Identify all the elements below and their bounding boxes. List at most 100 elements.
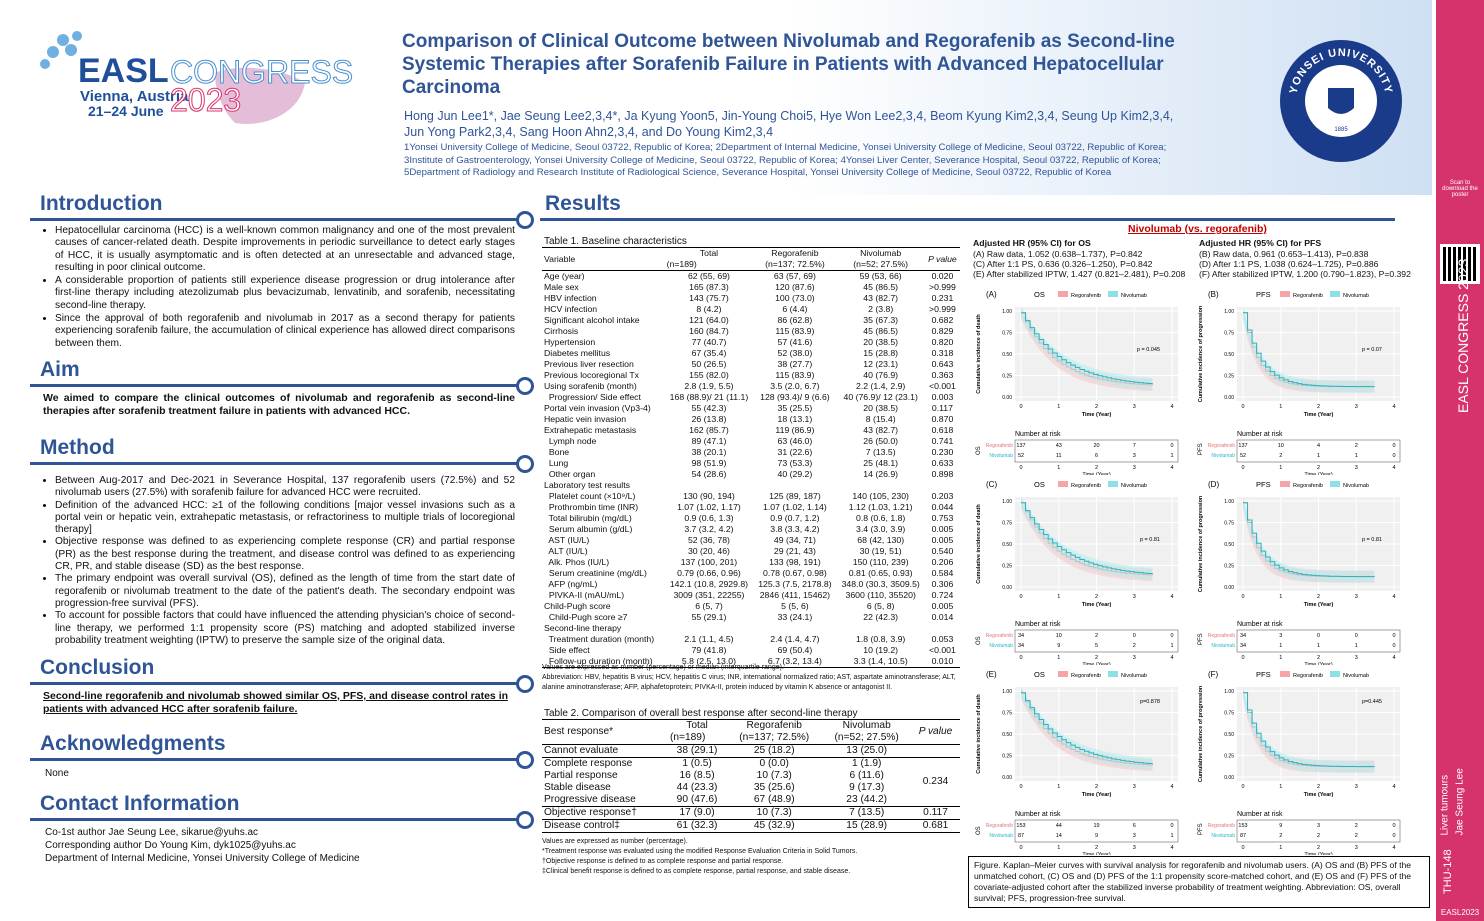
table-cell: 86 (62.8) xyxy=(777,315,813,325)
table-cell: 0.829 xyxy=(931,326,954,336)
risk-x-label: Time (Year) xyxy=(1082,472,1110,475)
table-cell: 0.005 xyxy=(931,601,954,611)
table-cell: 9 (17.3) xyxy=(849,782,885,793)
table-cell: 1 (0.5) xyxy=(682,758,712,769)
table-cell: 52 (38.0) xyxy=(777,348,813,358)
table-cell: Stable disease xyxy=(544,782,611,793)
logo-art xyxy=(40,31,305,124)
table-cell: AFP (ng/mL) xyxy=(544,579,598,589)
section-knob xyxy=(516,377,534,395)
legend-swatch xyxy=(1330,481,1340,487)
y-axis-label: Cumulative incidence of death xyxy=(976,314,982,394)
risk-count: 153 xyxy=(1016,823,1025,829)
section-knob xyxy=(516,211,534,229)
legend-text: Nivolumab xyxy=(1121,673,1147,679)
y-tick-label: 0.25 xyxy=(1224,754,1234,760)
panel-label: (E) xyxy=(986,670,997,679)
hr-line: (C) After 1:1 PS, 0.636 (0.326–1.250), P… xyxy=(973,259,1153,269)
risk-count: 3 xyxy=(1317,823,1320,829)
table-cell: 52 (36, 78) xyxy=(687,535,730,545)
table-cell: 8 (4.2) xyxy=(696,304,722,314)
x-tick-label: 1 xyxy=(1057,594,1060,600)
contact-line: Co-1st author Jae Seung Lee, sikarue@yuh… xyxy=(45,827,259,838)
risk-box xyxy=(1236,819,1401,843)
table-cell: 0.870 xyxy=(931,414,954,424)
km-panel: (B) PFS Regorafenib Nivolumab 0.00 0.25 0.50 0.… xyxy=(1198,290,1401,475)
table-cell: 20 (38.5) xyxy=(863,403,899,413)
x-tick-label: 3 xyxy=(1355,594,1358,600)
table-cell: 0.117 xyxy=(931,403,953,413)
table-cell: Side effect xyxy=(544,645,590,655)
legend-text: Nivolumab xyxy=(1343,673,1369,679)
risk-box xyxy=(1014,439,1179,463)
legend-swatch xyxy=(1280,671,1290,677)
table-note: Values are expressed as number (percenta… xyxy=(542,838,688,845)
header-cell: Nivolumab xyxy=(842,720,891,731)
table-cell: 57 (41.6) xyxy=(777,337,813,347)
table-note: Values are expressed as number (percenta… xyxy=(542,664,784,671)
risk-count: 0 xyxy=(1392,633,1395,639)
table-cell: 0.540 xyxy=(931,546,954,556)
table-cell: 43 (82.7) xyxy=(863,425,899,435)
risk-tick-label: 1 xyxy=(1057,655,1060,661)
x-tick-label: 4 xyxy=(1170,594,1173,600)
risk-count: 6 xyxy=(1133,823,1136,829)
table-row: Laboratory test results xyxy=(542,480,960,491)
risk-tick-label: 0 xyxy=(1019,655,1022,661)
x-tick-label: 0 xyxy=(1019,404,1022,410)
risk-count: 0 xyxy=(1392,823,1395,829)
panel-label: (C) xyxy=(986,480,997,489)
table-cell: Alk. Phos (IU/L) xyxy=(544,557,610,567)
bullet: The primary endpoint was overall surviva… xyxy=(55,573,515,610)
aim-text: We aimed to compare the clinical outcome… xyxy=(43,392,515,417)
table-cell: 0.81 (0.65, 0.93) xyxy=(848,568,913,578)
table-cell: 100 (73.0) xyxy=(775,293,815,303)
table-row: Progressive disease 90 (47.6) 67 (48.9) 23 … xyxy=(542,794,960,807)
legend-swatch xyxy=(1330,671,1340,677)
x-tick-label: 4 xyxy=(1170,404,1173,410)
risk-count: 1 xyxy=(1355,453,1358,459)
table-row: Partial response 16 (8.5) 10 (7.3) 6 (11.6) xyxy=(542,770,960,782)
table-cell: 0.306 xyxy=(931,579,954,589)
table-row: Alk. Phos (IU/L) 137 (100, 201) 133 (98, 1… xyxy=(542,557,960,568)
risk-count: 2 xyxy=(1355,823,1358,829)
table-row: Bone 38 (20.1) 31 (22.6) 7 (13.5) 0.230 xyxy=(542,447,960,458)
table-cell: 0.79 (0.66, 0.96) xyxy=(677,568,741,578)
table-cell: 0.584 xyxy=(931,568,954,578)
table-cell: 7 (13.5) xyxy=(865,447,896,457)
table-cell: 0.741 xyxy=(931,436,954,446)
risk-group: Nivolumab xyxy=(989,833,1013,839)
table-row: Other organ 54 (28.6) 40 (29.2) 14 (26.9) 0.… xyxy=(542,469,960,480)
table-cell: Partial response xyxy=(544,770,618,781)
legend-swatch xyxy=(1280,291,1290,297)
table-cell: 0.681 xyxy=(922,820,949,831)
risk-count: 2 xyxy=(1133,643,1136,649)
table-row: Second-line therapy xyxy=(542,623,960,634)
table-cell: Disease control‡ xyxy=(544,820,620,831)
risk-count: 9 xyxy=(1279,823,1282,829)
bullet: Hepatocellular carcinoma (HCC) is a well… xyxy=(55,225,515,274)
header-row: Variable Total Regorafenib Nivolumab P value xyxy=(542,248,960,264)
risk-count: 11 xyxy=(1056,453,1062,459)
section-rule xyxy=(30,682,520,685)
table-cell: 77 (40.7) xyxy=(691,337,727,347)
table-cell: 140 (105, 230) xyxy=(852,491,909,501)
table-cell: 30 (20, 46) xyxy=(687,546,730,556)
table-cell: 20 (38.5) xyxy=(863,337,899,347)
x-tick-label: 4 xyxy=(1392,404,1395,410)
table-row: Follow-up duration (month) 5.8 (2.5, 13.0… xyxy=(542,656,960,668)
panel-endpoint: PFS xyxy=(1256,290,1271,299)
table-cell: 5 (5, 6) xyxy=(781,601,809,611)
contact-line: Department of Internal Medicine, Yonsei … xyxy=(45,853,360,864)
hr-line: (E) After stabilized IPTW, 1.427 (0.821–… xyxy=(973,269,1186,279)
table-cell: 68 (42, 130) xyxy=(857,535,905,545)
p-value: p=0.878 xyxy=(1140,699,1160,705)
risk-tick-label: 1 xyxy=(1057,465,1060,471)
table-row: Side effect 79 (41.8) 69 (50.4) 10 (19.2) <0… xyxy=(542,645,960,656)
table-row: Portal vein invasion (Vp3-4) 55 (42.3) 35 … xyxy=(542,403,960,414)
x-tick-label: 3 xyxy=(1133,404,1136,410)
table-cell: 0.014 xyxy=(931,612,954,622)
ci-band xyxy=(1021,496,1153,580)
table-cell: 25 (48.1) xyxy=(863,458,899,468)
